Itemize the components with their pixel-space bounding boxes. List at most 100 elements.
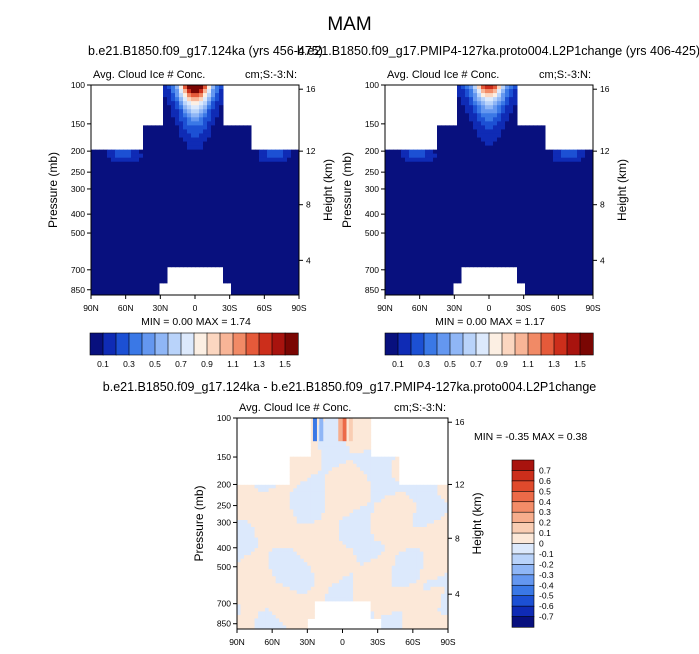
panel1-xtick-label: 30N bbox=[153, 303, 169, 313]
panel1-ytick-label: 100 bbox=[71, 80, 85, 90]
panel2-colorbar-box bbox=[475, 332, 490, 356]
panel2-ytick-right-label: 8 bbox=[600, 200, 605, 210]
panel1-colorbar-box bbox=[258, 332, 273, 356]
panel1-colorbar-box bbox=[154, 332, 169, 356]
panel1-ytick-label: 150 bbox=[71, 119, 85, 129]
panel3-colorbar-label: -0.2 bbox=[539, 559, 554, 569]
panel3-colorbar-label: -0.3 bbox=[539, 570, 554, 580]
panel1-xtick-label: 90N bbox=[83, 303, 99, 313]
panel2-colorbar-box bbox=[436, 332, 451, 356]
panel3-colorbar-box bbox=[511, 501, 535, 513]
panel3-ytick-label: 100 bbox=[217, 413, 231, 423]
panel2-xtick-label: 90S bbox=[585, 303, 600, 313]
panel1-xtick-label: 60N bbox=[118, 303, 134, 313]
panel3-colorbar-label: -0.7 bbox=[539, 612, 554, 622]
panel2-xtick-label: 30S bbox=[516, 303, 531, 313]
panel2-ytick-label: 300 bbox=[365, 184, 379, 194]
panel3-colorbar-box bbox=[511, 491, 535, 503]
panel1-xtick-label: 60S bbox=[257, 303, 272, 313]
panel2-xtick-label: 90N bbox=[377, 303, 393, 313]
panel2-colorbar-box bbox=[527, 332, 542, 356]
panel3-colorbar-box bbox=[511, 553, 535, 565]
panel1-ylabel: Pressure (mb) bbox=[46, 152, 60, 228]
panel3-ytick-label: 200 bbox=[217, 479, 231, 489]
panel1-colorbar-label: 0.3 bbox=[123, 359, 135, 369]
panel3-ytick-label: 300 bbox=[217, 517, 231, 527]
panel2-colorbar-label: 0.5 bbox=[444, 359, 456, 369]
panel3-ytick-label: 250 bbox=[217, 501, 231, 511]
panel3-colorbar-box bbox=[511, 574, 535, 586]
panel2-ytick-right-label: 4 bbox=[600, 255, 605, 265]
panel2-colorbar-box bbox=[514, 332, 529, 356]
panel3-colorbar-label: -0.6 bbox=[539, 601, 554, 611]
panel2-colorbar-box bbox=[579, 332, 594, 356]
panel3-colorbar-label: -0.1 bbox=[539, 549, 554, 559]
panel3-ytick-label: 500 bbox=[217, 562, 231, 572]
panel2-xtick-label: 60N bbox=[412, 303, 428, 313]
panel2-ytick-label: 100 bbox=[365, 80, 379, 90]
panel1-xtick-label: 30S bbox=[222, 303, 237, 313]
panel1-ytick-right-label: 8 bbox=[306, 200, 311, 210]
panel3-ytick-right-label: 12 bbox=[455, 479, 465, 489]
panel3-extreme-cell bbox=[348, 418, 353, 442]
panel2-colorbar-box bbox=[449, 332, 464, 356]
panel2-xtick-label: 60S bbox=[551, 303, 566, 313]
panel2-colorbar-box bbox=[423, 332, 438, 356]
panel1-title: b.e21.B1850.f09_g17.124ka (yrs 456-475) bbox=[88, 44, 323, 58]
panel1-ytick-label: 250 bbox=[71, 167, 85, 177]
panel1-colorbar-box bbox=[284, 332, 299, 356]
panel3-extreme-cell bbox=[312, 418, 317, 442]
panel1-colorbar-label: 0.1 bbox=[97, 359, 109, 369]
panel1-stats: MIN = 0.00 MAX = 1.74 bbox=[141, 316, 251, 328]
panel3-colorbar-box bbox=[511, 511, 535, 524]
panel2-ylabel: Pressure (mb) bbox=[340, 152, 354, 228]
panel1-field bbox=[91, 85, 300, 296]
panel3-ytick-label: 150 bbox=[217, 452, 231, 462]
panel1-colorbar-label: 0.5 bbox=[149, 359, 161, 369]
panel2-colorbar-label: 0.3 bbox=[418, 359, 430, 369]
panel1-colorbar-label: 0.7 bbox=[175, 359, 187, 369]
panel3-colorbar-label: 0.1 bbox=[539, 528, 551, 538]
panel2-ytick-label: 700 bbox=[365, 265, 379, 275]
panel1-ylabel-right: Height (km) bbox=[321, 159, 335, 221]
panel3-xtick-label: 60S bbox=[405, 637, 420, 647]
panel2-colorbar-box bbox=[553, 332, 568, 356]
panel3-colorbar-label: -0.5 bbox=[539, 591, 554, 601]
panel3-ylabel-right: Height (km) bbox=[470, 492, 484, 554]
panel3-xtick-label: 30S bbox=[370, 637, 385, 647]
panel1-colorbar-label: 1.3 bbox=[253, 359, 265, 369]
panel2-ytick-right-label: 16 bbox=[600, 84, 610, 94]
panel1-colorbar-box bbox=[219, 332, 234, 356]
panel2-colorbar-label: 1.1 bbox=[522, 359, 534, 369]
panel1-colorbar-label: 1.5 bbox=[279, 359, 291, 369]
panel3-xtick-label: 0 bbox=[340, 637, 345, 647]
panel2-ytick-label: 850 bbox=[365, 285, 379, 295]
panel1-colorbar-box bbox=[115, 332, 130, 356]
panel3-extreme-cell bbox=[338, 418, 343, 442]
panel1-ytick-right-label: 4 bbox=[306, 255, 311, 265]
panel3-ytick-right-label: 8 bbox=[455, 533, 460, 543]
panel2-colorbar-box bbox=[384, 332, 399, 356]
panel2-colorbar-box bbox=[397, 332, 412, 356]
panel2-stats: MIN = 0.00 MAX = 1.17 bbox=[435, 316, 545, 328]
panel3-colorbar-box bbox=[511, 564, 535, 576]
panel3-ytick-label: 700 bbox=[217, 599, 231, 609]
panel2-ytick-label: 400 bbox=[365, 209, 379, 219]
panel3-colorbar-box bbox=[511, 595, 535, 607]
panel3-colorbar-label: -0.4 bbox=[539, 580, 554, 590]
panel2-ytick-label: 500 bbox=[365, 228, 379, 238]
panel1-colorbar-label: 0.9 bbox=[201, 359, 213, 369]
panel3-colorbar-box bbox=[511, 584, 535, 597]
panel3-xtick-label: 90N bbox=[229, 637, 245, 647]
panel3-colorbar-box bbox=[511, 605, 535, 618]
panel3-colorbar-box bbox=[511, 532, 535, 545]
panel1-xtick-label: 0 bbox=[193, 303, 198, 313]
panel1-colorbar-box bbox=[89, 332, 104, 356]
panel3-variable-label: Avg. Cloud Ice # Conc. bbox=[239, 402, 351, 414]
panel2-ytick-label: 200 bbox=[365, 146, 379, 156]
panel2-xtick-label: 0 bbox=[487, 303, 492, 313]
panel3-extreme-cell bbox=[342, 418, 347, 442]
panel1-ytick-right-label: 12 bbox=[306, 146, 316, 156]
panel3-stats: MIN = -0.35 MAX = 0.38 bbox=[474, 431, 587, 443]
